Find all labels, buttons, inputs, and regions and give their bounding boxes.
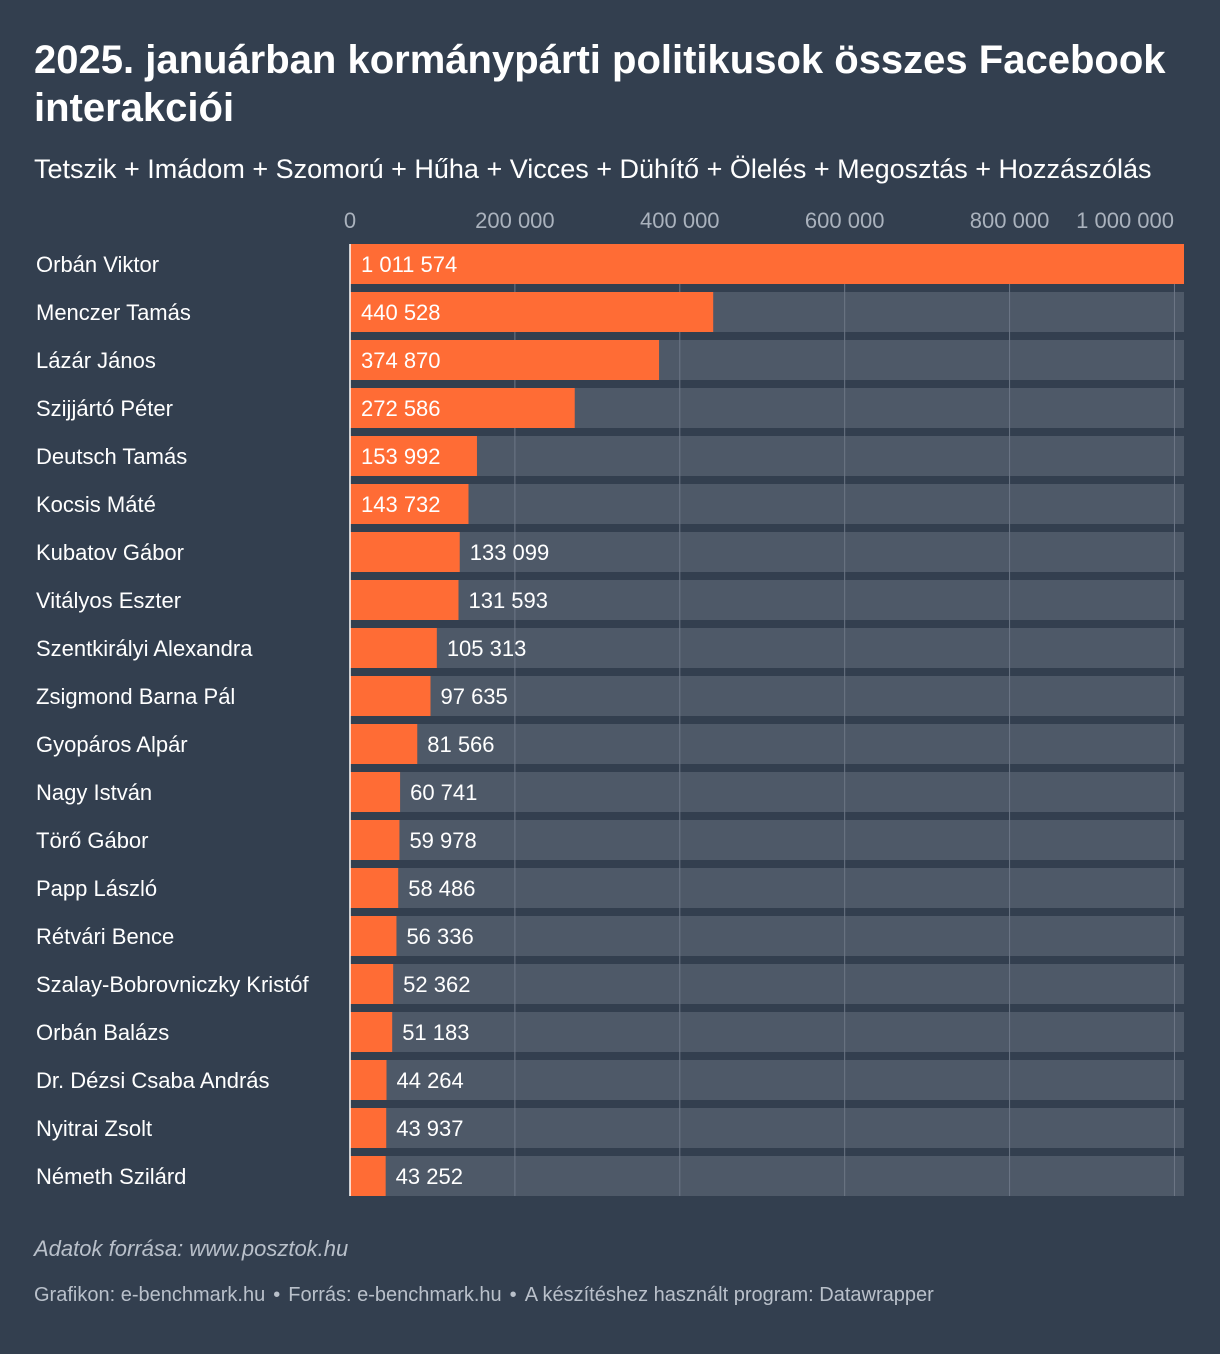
chart-subtitle: Tetszik + Imádom + Szomorú + Hűha + Vicc…: [34, 154, 1152, 184]
category-label: Lázár János: [36, 348, 156, 373]
value-labels: 1 011 574 440 528 374 870 272 586 153 992 143…: [361, 252, 549, 1189]
bar-track: [350, 532, 1184, 572]
category-label: Kubatov Gábor: [36, 540, 184, 565]
category-label: Menczer Tamás: [36, 300, 191, 325]
bar-track: [350, 484, 1184, 524]
category-label: Papp László: [36, 876, 157, 901]
bar: [350, 532, 460, 572]
bar: [350, 868, 399, 908]
footer-separator: •: [273, 1284, 281, 1306]
bar: [350, 772, 401, 812]
bar: [350, 1108, 387, 1148]
footer-chart-credit: Grafikon: e-benchmark.hu: [34, 1284, 266, 1306]
value-label: 43 252: [396, 1164, 463, 1189]
x-axis-ticks: 0 200 000 400 000 600 000 800 000 1 000 000: [344, 208, 1174, 233]
source-note: Adatok forrása: www.posztok.hu: [34, 1236, 349, 1261]
category-label: Nagy István: [36, 780, 152, 805]
value-label: 51 183: [402, 1020, 469, 1045]
value-label: 60 741: [410, 780, 477, 805]
category-label: Szijjártó Péter: [36, 396, 173, 421]
footer: Grafikon: e-benchmark.hu • Forrás: e-bench…: [34, 1284, 934, 1307]
value-label: 374 870: [361, 348, 441, 373]
bar-track: [350, 724, 1184, 764]
bar-track: [350, 1060, 1184, 1100]
category-label: Dr. Dézsi Csaba András: [36, 1068, 270, 1093]
chart-title: 2025. januárban kormánypárti politikusok…: [34, 38, 1166, 130]
value-label: 59 978: [409, 828, 476, 853]
x-tick-label: 200 000: [475, 208, 555, 233]
bar-track: [350, 1108, 1184, 1148]
bar: [350, 388, 575, 428]
value-label: 58 486: [408, 876, 475, 901]
bar-track: [350, 964, 1184, 1004]
bar-track: [350, 772, 1184, 812]
bar-track: [350, 676, 1184, 716]
category-label: Nyitrai Zsolt: [36, 1116, 152, 1141]
x-tick-label: 1 000 000: [1076, 208, 1174, 233]
category-label: Deutsch Tamás: [36, 444, 187, 469]
category-label: Vitályos Eszter: [36, 588, 181, 613]
bar: [350, 340, 660, 380]
category-label: Zsigmond Barna Pál: [36, 684, 235, 709]
value-label: 97 635: [440, 684, 507, 709]
value-label: 56 336: [406, 924, 473, 949]
bar-track: [350, 628, 1184, 668]
bar: [350, 916, 397, 956]
footer-tool: A készítéshez használt program: Datawrap…: [524, 1284, 934, 1306]
bars: [350, 244, 1184, 1196]
value-label: 272 586: [361, 396, 441, 421]
category-label: Németh Szilárd: [36, 1164, 186, 1189]
x-tick-label: 400 000: [640, 208, 720, 233]
bar: [350, 244, 1184, 284]
value-label: 131 593: [468, 588, 548, 613]
value-label: 440 528: [361, 300, 441, 325]
bar: [350, 1060, 387, 1100]
bar: [350, 964, 394, 1004]
bar: [350, 1156, 386, 1196]
bar: [350, 436, 477, 476]
gridlines: [514, 244, 1175, 1196]
bar: [350, 820, 400, 860]
x-tick-label: 0: [344, 208, 356, 233]
value-label: 153 992: [361, 444, 441, 469]
category-label: Törő Gábor: [36, 828, 149, 853]
value-label: 81 566: [427, 732, 494, 757]
bar-track: [350, 1156, 1184, 1196]
bar: [350, 292, 714, 332]
bar: [350, 724, 418, 764]
bar: [350, 484, 469, 524]
footer-separator: •: [509, 1284, 517, 1306]
bar-chart: 0 200 000 400 000 600 000 800 000 1 000 000 O…: [36, 208, 1184, 1196]
bar-track: [350, 820, 1184, 860]
bar-track: [350, 868, 1184, 908]
category-label: Gyopáros Alpár: [36, 732, 188, 757]
category-label: Orbán Balázs: [36, 1020, 169, 1045]
value-label: 43 937: [396, 1116, 463, 1141]
value-label: 133 099: [470, 540, 550, 565]
category-label: Kocsis Máté: [36, 492, 156, 517]
value-label: 1 011 574: [361, 252, 457, 277]
bar-track: [350, 916, 1184, 956]
value-label: 44 264: [396, 1068, 463, 1093]
bar: [350, 676, 431, 716]
footer-source: Forrás: e-benchmark.hu: [288, 1284, 502, 1306]
bar: [350, 1012, 393, 1052]
category-label: Szentkirályi Alexandra: [36, 636, 253, 661]
x-tick-label: 800 000: [970, 208, 1050, 233]
value-label: 52 362: [403, 972, 470, 997]
bar-track: [350, 1012, 1184, 1052]
value-label: 143 732: [361, 492, 441, 517]
bar-tracks: [350, 244, 1184, 1196]
bar: [350, 580, 459, 620]
bar-track: [350, 580, 1184, 620]
bar: [350, 628, 437, 668]
bar-track: [350, 436, 1184, 476]
category-label: Rétvári Bence: [36, 924, 174, 949]
category-label: Orbán Viktor: [36, 252, 159, 277]
category-label: Szalay-Bobrovniczky Kristóf: [36, 972, 310, 997]
category-labels: Orbán Viktor Menczer Tamás Lázár János Szij…: [36, 252, 310, 1189]
x-tick-label: 600 000: [805, 208, 885, 233]
value-label: 105 313: [447, 636, 527, 661]
